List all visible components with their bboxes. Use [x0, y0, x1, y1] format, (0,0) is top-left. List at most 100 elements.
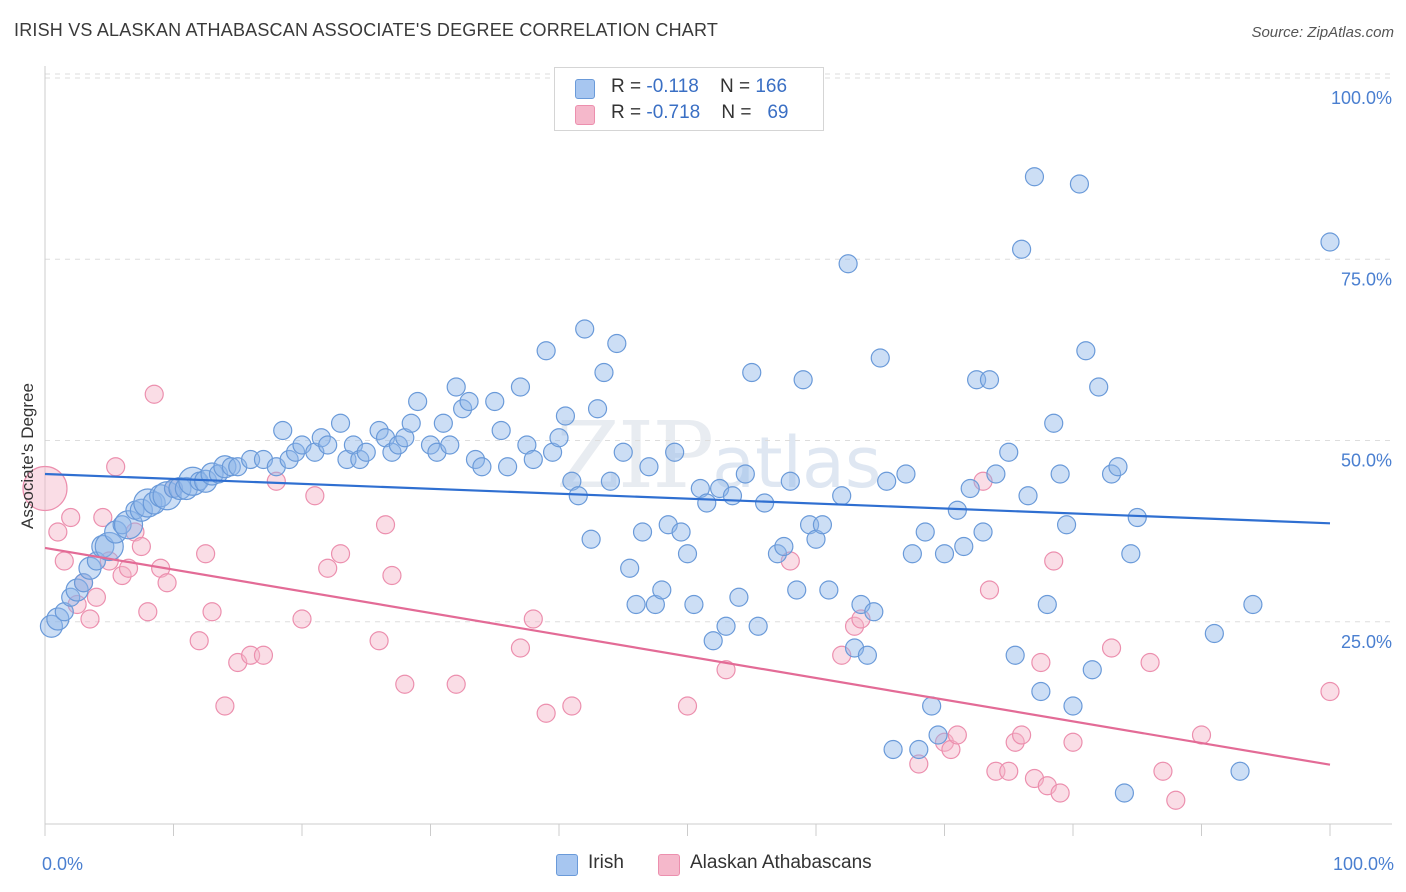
point-irish: [440, 435, 460, 455]
point-irish: [986, 464, 1006, 484]
point-irish: [909, 739, 929, 760]
legend-r-label-alaskan: R =: [611, 102, 647, 123]
point-irish: [311, 428, 331, 448]
point-alaskan: [844, 616, 865, 636]
point-irish: [864, 602, 884, 622]
point-alaskan: [86, 587, 107, 607]
point-irish: [934, 544, 955, 564]
point-irish: [1230, 761, 1250, 781]
point-irish: [1243, 594, 1263, 615]
point-irish: [73, 573, 94, 593]
point-irish: [1031, 681, 1051, 702]
point-alaskan: [1005, 732, 1025, 752]
point-irish: [285, 442, 306, 462]
legend-n-label-alaskan: N =: [721, 102, 757, 123]
point-irish: [491, 420, 511, 441]
point-alaskan: [999, 761, 1019, 781]
point-irish: [356, 442, 376, 462]
point-alaskan: [22, 465, 68, 512]
point-alaskan: [80, 609, 100, 629]
point-irish: [433, 413, 453, 433]
point-irish: [168, 476, 192, 501]
y-tick-label: 100.0%: [1331, 88, 1392, 108]
point-irish: [896, 464, 916, 484]
point-alaskan: [330, 544, 351, 564]
point-irish: [793, 370, 813, 390]
point-alaskan: [1011, 725, 1032, 745]
legend-r-label-irish: R =: [611, 76, 647, 97]
point-irish: [459, 391, 479, 412]
point-alaskan: [382, 565, 402, 586]
point-irish: [587, 399, 608, 419]
point-irish: [960, 478, 980, 499]
point-irish: [1076, 341, 1096, 361]
point-alaskan: [1031, 652, 1051, 673]
point-irish: [632, 522, 653, 542]
y-tick-label: 25.0%: [1341, 632, 1392, 652]
watermark-main: ZIP: [556, 402, 714, 509]
point-irish: [999, 442, 1019, 462]
series-legend-swatch-irish: [556, 854, 578, 876]
legend-swatch-alaskan: [575, 105, 595, 125]
point-irish: [1011, 239, 1032, 259]
legend-text-irish: R = -0.118 N = 166: [611, 76, 787, 98]
point-irish: [979, 370, 1000, 390]
point-irish: [113, 510, 144, 540]
point-irish: [665, 442, 685, 462]
point-irish: [510, 377, 531, 397]
point-irish: [133, 488, 163, 518]
point-irish: [671, 522, 691, 542]
point-alaskan: [716, 660, 736, 680]
point-alaskan: [523, 609, 543, 629]
point-irish: [1005, 645, 1025, 665]
point-irish: [549, 428, 569, 448]
point-irish: [677, 544, 698, 564]
point-irish: [485, 391, 505, 412]
point-irish: [774, 536, 794, 557]
point-irish: [626, 594, 646, 615]
legend-r-value-irish: -0.118: [646, 76, 699, 97]
point-alaskan: [215, 696, 235, 716]
point-irish: [607, 333, 627, 354]
legend-text-alaskan: R = -0.718 N = 69: [611, 102, 788, 124]
point-alaskan: [292, 609, 312, 629]
point-irish: [819, 580, 839, 600]
point-alaskan: [93, 507, 113, 528]
y-axis-label: Associate's Degree: [18, 383, 37, 529]
point-irish: [142, 491, 166, 515]
point-irish: [575, 319, 595, 339]
point-irish: [94, 531, 124, 562]
point-irish: [1018, 486, 1038, 506]
point-irish: [453, 399, 473, 419]
point-irish: [1044, 413, 1064, 433]
point-irish: [902, 544, 922, 564]
point-irish: [613, 442, 633, 462]
legend-r-value-alaskan: -0.718: [646, 102, 701, 123]
point-irish: [883, 739, 903, 760]
point-alaskan: [189, 631, 209, 651]
point-irish: [465, 449, 486, 470]
point-irish: [39, 614, 64, 638]
legend-swatch-irish: [575, 79, 595, 99]
point-irish: [954, 536, 974, 557]
point-irish: [388, 435, 408, 455]
point-alaskan: [196, 544, 216, 564]
correlation-legend: R = -0.118 N = 166 R = -0.718 N = 69: [554, 67, 824, 131]
trend-line-alaskan: [44, 546, 1331, 766]
point-irish: [703, 631, 723, 651]
point-alaskan: [305, 486, 325, 506]
point-alaskan: [1140, 652, 1160, 673]
point-irish: [382, 442, 402, 462]
point-alaskan: [157, 573, 177, 593]
legend-n-value-irish: 166: [755, 76, 788, 97]
point-irish: [420, 435, 441, 455]
point-alaskan: [1063, 732, 1083, 752]
series-legend-label-irish: Irish: [588, 852, 624, 873]
point-alaskan: [54, 551, 74, 571]
point-irish: [401, 413, 421, 433]
point-irish: [742, 362, 762, 383]
point-irish: [221, 457, 241, 477]
point-alaskan: [510, 638, 531, 658]
point-irish: [523, 449, 543, 470]
